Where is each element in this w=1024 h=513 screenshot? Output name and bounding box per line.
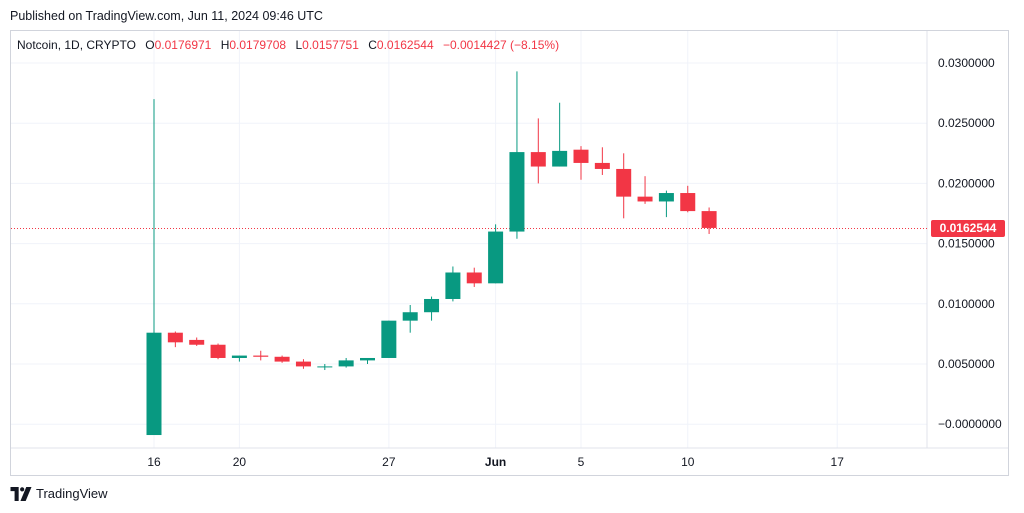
published-caption: Published on TradingView.com, Jun 11, 20… — [10, 9, 323, 23]
y-tick-label: 0.0250000 — [938, 116, 995, 130]
x-tick-label: 17 — [831, 455, 845, 469]
footer-brand[interactable]: TradingView — [10, 486, 108, 501]
y-tick-label: 0.0150000 — [938, 237, 995, 251]
candle-body — [402, 312, 418, 321]
candle-body — [167, 332, 183, 343]
candle-body — [317, 366, 333, 368]
x-tick-label: 27 — [382, 455, 396, 469]
ohlc-legend: Notcoin, 1D, CRYPTO O0.0176971 H0.017970… — [17, 38, 559, 52]
x-tick-label: 10 — [681, 455, 695, 469]
last-price-tag: 0.0162544 — [931, 220, 1005, 237]
x-tick-label: 16 — [147, 455, 161, 469]
candle-body — [231, 355, 247, 358]
x-tick-label: 5 — [578, 455, 585, 469]
x-tick-label: 20 — [233, 455, 247, 469]
candle-body — [338, 360, 354, 367]
candle-body — [189, 339, 205, 345]
y-tick-label: 0.0300000 — [938, 56, 995, 70]
y-tick-label: 0.0100000 — [938, 297, 995, 311]
legend-open-value: 0.0176971 — [154, 38, 212, 52]
y-tick-label: 0.0050000 — [938, 357, 995, 371]
candle-body — [295, 361, 311, 367]
candle-body — [530, 152, 546, 167]
candle-body — [509, 152, 525, 232]
candle-body — [573, 149, 589, 163]
candle-body — [637, 196, 653, 202]
tradingview-logo-icon — [10, 486, 32, 501]
candle-body — [424, 298, 440, 313]
candle-body — [381, 320, 397, 358]
legend-close-value: 0.0162544 — [376, 38, 434, 52]
candle-body — [701, 211, 717, 228]
candle-body — [658, 193, 674, 202]
candle-body — [445, 272, 461, 299]
candle-body — [146, 332, 162, 436]
candle-body — [488, 231, 504, 284]
y-tick-label: 0.0200000 — [938, 176, 995, 190]
legend-low-label: L — [295, 38, 303, 52]
legend-low-value: 0.0157751 — [302, 38, 359, 52]
candle-body — [594, 162, 610, 169]
legend-symbol: Notcoin, 1D, CRYPTO — [17, 38, 136, 52]
candle-body — [552, 150, 568, 167]
chart-frame — [10, 30, 1009, 476]
footer-brand-name: TradingView — [36, 486, 108, 501]
legend-high-label: H — [220, 38, 230, 52]
legend-open-label: O — [145, 38, 155, 52]
legend-high-value: 0.0179708 — [229, 38, 287, 52]
candle-body — [680, 193, 696, 212]
candle-body — [466, 272, 482, 284]
x-tick-label: Jun — [485, 455, 506, 469]
candle-body — [360, 357, 375, 361]
legend-change: −0.0014427 (−8.15%) — [442, 38, 560, 52]
y-tick-label: −0.0000000 — [938, 417, 1002, 431]
candle-body — [274, 356, 290, 362]
candle-body — [616, 168, 632, 197]
legend-close-label: C — [368, 38, 377, 52]
candle-body — [253, 355, 269, 357]
candle-body — [210, 344, 226, 358]
